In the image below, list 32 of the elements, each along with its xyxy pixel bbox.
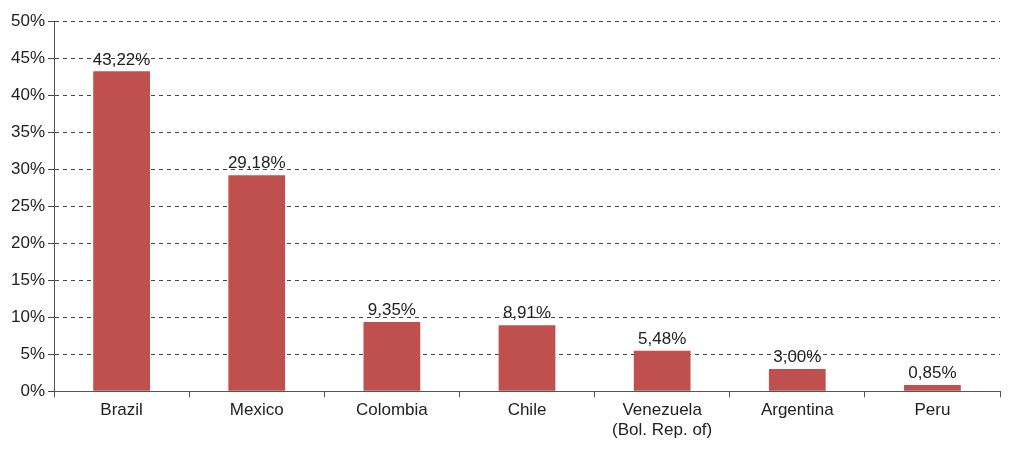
data-label: 3,00% — [773, 347, 822, 367]
y-tick-label: 20% — [10, 232, 46, 252]
bar — [633, 350, 691, 391]
data-label: 0,85% — [908, 363, 957, 383]
data-label: 5,48% — [638, 328, 687, 348]
y-tick-label: 5% — [20, 343, 46, 363]
bar — [363, 322, 421, 391]
data-label: 8,91% — [502, 303, 552, 323]
data-label: 29,18% — [227, 153, 286, 173]
y-tick-label: 35% — [10, 121, 46, 141]
x-tick-label: Venezuela (Bol. Rep. of) — [612, 400, 713, 440]
y-tick-label: 50% — [10, 10, 46, 30]
y-tick-label: 25% — [10, 195, 46, 215]
y-tick-label: 15% — [10, 269, 46, 289]
bar — [498, 325, 556, 391]
y-tick-label: 40% — [10, 84, 46, 104]
x-tick-label: Colombia — [355, 400, 429, 420]
data-label: 43,22% — [92, 49, 151, 69]
bar — [904, 384, 961, 391]
bar — [93, 71, 150, 391]
x-tick-label: Chile — [507, 400, 547, 420]
data-label: 9,35% — [367, 300, 416, 320]
y-tick-label: 30% — [10, 158, 46, 178]
x-tick-label: Mexico — [229, 400, 284, 420]
y-tick-label: 10% — [10, 306, 46, 326]
x-tick-label: Peru — [914, 400, 951, 420]
bar — [768, 369, 826, 391]
y-tick-label: 45% — [10, 47, 46, 67]
bar — [228, 175, 286, 391]
y-tick-label: 0% — [20, 380, 46, 400]
x-tick-label: Argentina — [760, 400, 835, 420]
x-tick-label: Brazil — [100, 400, 143, 420]
